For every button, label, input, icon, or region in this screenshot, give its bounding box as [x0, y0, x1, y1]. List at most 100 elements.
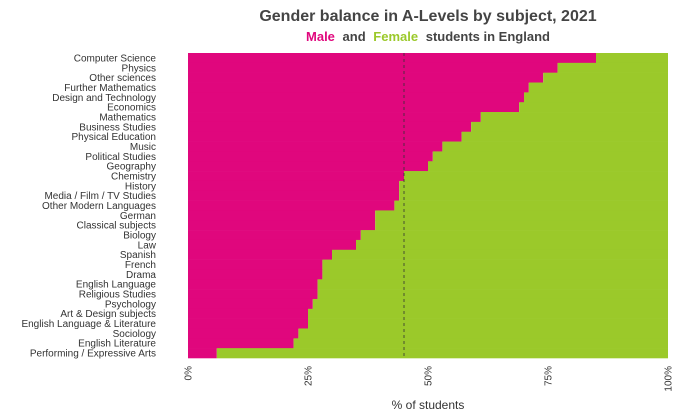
bar-female-sociology: [298, 328, 668, 339]
subtitle-female-word: Female: [373, 29, 418, 44]
category-label-media-film-tv-studies: Media / Film / TV Studies: [44, 191, 156, 202]
bars-group: [188, 53, 669, 359]
category-label-chemistry: Chemistry: [111, 171, 156, 182]
bar-male-music: [188, 141, 443, 152]
bar-female-french: [322, 259, 668, 270]
bar-male-mathematics: [188, 112, 481, 123]
category-label-business-studies: Business Studies: [79, 122, 156, 133]
bar-male-religious-studies: [188, 289, 318, 300]
bar-female-design-and-technology: [524, 92, 668, 103]
bar-male-drama: [188, 269, 323, 280]
x-tick-label-100: 100%: [664, 366, 675, 392]
category-label-drama: Drama: [126, 270, 156, 281]
category-label-sociology: Sociology: [113, 329, 156, 340]
subtitle-and-word: and: [343, 29, 366, 44]
bar-male-classical-subjects: [188, 220, 376, 231]
bar-male-french: [188, 259, 323, 270]
bar-male-business-studies: [188, 121, 472, 133]
bar-male-further-mathematics: [188, 82, 529, 93]
bar-male-economics: [188, 102, 520, 113]
bar-female-german: [375, 210, 668, 221]
category-label-further-mathematics: Further Mathematics: [64, 83, 156, 94]
bar-male-biology: [188, 230, 361, 241]
bar-female-further-mathematics: [528, 82, 668, 93]
bar-male-english-language: [188, 279, 318, 290]
category-label-law: Law: [138, 240, 157, 251]
category-label-english-language: English Language: [76, 280, 157, 291]
x-tick-label-0: 0%: [184, 366, 195, 381]
bar-female-biology: [360, 230, 668, 241]
bar-male-geography: [188, 161, 428, 172]
category-label-spanish: Spanish: [120, 250, 156, 261]
chart-subtitle: Male and Female students in England: [306, 29, 550, 44]
bar-male-physical-education: [188, 131, 462, 142]
category-label-computer-science: Computer Science: [74, 53, 157, 64]
bar-female-classical-subjects: [375, 220, 668, 231]
subtitle-rest: students in England: [426, 29, 550, 44]
bar-female-other-modern-languages: [394, 200, 668, 211]
bar-female-geography: [428, 161, 668, 172]
bar-female-performing-expressive-arts: [216, 348, 669, 359]
category-label-french: French: [125, 260, 156, 271]
category-label-other-modern-languages: Other Modern Languages: [42, 201, 156, 212]
category-label-classical-subjects: Classical subjects: [77, 221, 156, 232]
x-tick-label-25: 25%: [304, 366, 315, 386]
bar-female-computer-science: [596, 53, 668, 64]
category-label-mathematics: Mathematics: [99, 112, 156, 123]
chart-title: Gender balance in A-Levels by subject, 2…: [259, 8, 596, 25]
bar-male-media-film-tv-studies: [188, 190, 400, 201]
bar-female-mathematics: [480, 112, 668, 123]
category-label-history: History: [125, 181, 156, 192]
bar-male-other-sciences: [188, 72, 544, 83]
bar-male-art-design-subjects: [188, 308, 308, 319]
bar-female-spanish: [332, 249, 668, 260]
bar-male-design-and-technology: [188, 92, 524, 103]
bar-male-psychology: [188, 298, 313, 310]
category-label-political-studies: Political Studies: [85, 152, 156, 163]
bar-male-political-studies: [188, 151, 433, 162]
bar-male-spanish: [188, 249, 332, 260]
x-tick-label-75: 75%: [544, 366, 555, 386]
category-label-performing-expressive-arts: Performing / Expressive Arts: [30, 349, 156, 360]
bar-female-english-literature: [293, 338, 668, 349]
bar-female-chemistry: [404, 171, 668, 182]
category-label-religious-studies: Religious Studies: [79, 290, 156, 301]
subtitle-male-word: Male: [306, 29, 335, 44]
bar-female-media-film-tv-studies: [399, 190, 668, 201]
bar-male-sociology: [188, 328, 299, 339]
category-label-german: German: [120, 211, 156, 222]
bar-male-german: [188, 210, 376, 221]
category-label-geography: Geography: [107, 162, 156, 173]
bar-female-psychology: [312, 298, 668, 310]
category-label-biology: Biology: [123, 231, 156, 242]
bar-female-law: [356, 239, 668, 251]
bar-male-english-literature: [188, 338, 294, 349]
category-label-music: Music: [130, 142, 156, 153]
bar-male-computer-science: [188, 53, 596, 64]
bar-female-physical-education: [461, 131, 668, 142]
bar-female-political-studies: [432, 151, 668, 162]
category-label-english-literature: English Literature: [78, 339, 156, 350]
bar-female-english-language-literature: [308, 318, 668, 329]
x-tick-label-50: 50%: [424, 366, 435, 386]
bar-female-history: [399, 180, 668, 192]
bar-female-business-studies: [471, 121, 668, 133]
bar-female-english-language: [317, 279, 668, 290]
bar-male-performing-expressive-arts: [188, 348, 217, 359]
category-label-physics: Physics: [122, 63, 156, 74]
bar-female-religious-studies: [317, 289, 668, 300]
bar-male-english-language-literature: [188, 318, 308, 329]
bar-male-chemistry: [188, 171, 404, 182]
x-tick-labels-group: 0% 25% 50% 75% 100%: [184, 366, 675, 392]
category-label-art-design-subjects: Art & Design subjects: [60, 309, 156, 320]
bar-male-history: [188, 180, 400, 192]
bar-female-drama: [322, 269, 668, 280]
category-label-physical-education: Physical Education: [72, 132, 157, 143]
bar-female-other-sciences: [543, 72, 668, 83]
category-label-psychology: Psychology: [105, 299, 156, 310]
bar-female-music: [442, 141, 668, 152]
category-label-economics: Economics: [107, 103, 156, 114]
bar-female-art-design-subjects: [308, 308, 668, 319]
